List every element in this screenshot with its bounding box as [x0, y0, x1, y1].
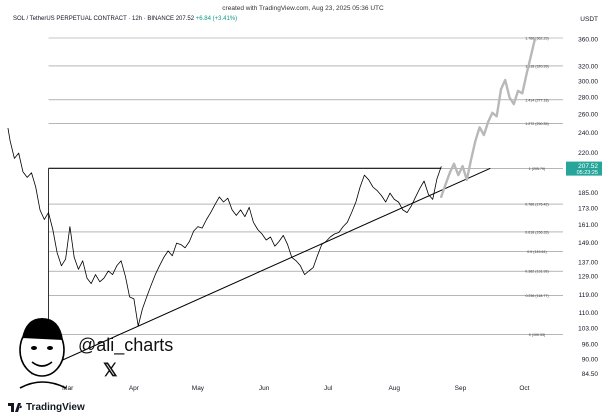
x-tick-label: Sep	[455, 385, 467, 392]
y-tick-label: 300.00	[578, 79, 598, 86]
y-tick-label: 161.00	[578, 222, 598, 229]
y-tick-label: 320.00	[578, 64, 598, 71]
fib-level-label: 1.618 (320.99)	[525, 64, 548, 68]
x-tick-label: May	[192, 385, 205, 392]
y-tick-label: 280.00	[578, 94, 598, 101]
y-tick-label: 260.00	[578, 112, 598, 119]
fib-level-label: 0.618 (156.33)	[525, 230, 548, 234]
price-change: +6.84 (+3.41%)	[195, 16, 238, 22]
brand-name: TradingView	[26, 402, 85, 413]
x-tick-label: Jun	[259, 385, 270, 392]
y-tick-label: 185.00	[578, 190, 598, 197]
fib-level-label: 1.414 (277.18)	[525, 98, 548, 102]
y-tick-label: 149.00	[578, 240, 598, 247]
projection-path	[440, 36, 537, 199]
price-tag	[566, 161, 602, 176]
fib-level-label: 0 (100.33)	[529, 333, 545, 337]
x-tick-label: Aug	[388, 385, 400, 392]
symbol-bar: SOL / TetherUS PERPETUAL CONTRACT · 12h …	[13, 16, 237, 22]
tradingview-logo-icon	[8, 403, 22, 412]
fib-level-label: 0.5 (143.61)	[527, 250, 546, 254]
y-tick-label: 240.00	[578, 130, 598, 137]
tradingview-brand: TradingView	[8, 402, 85, 413]
symbol-name: SOL / TetherUS PERPETUAL CONTRACT · 12h …	[13, 16, 175, 22]
fib-level-label: 0.382 (131.92)	[525, 270, 548, 274]
y-tick-label: 137.00	[578, 259, 598, 266]
chart-credit: created with TradingView.com, Aug 23, 20…	[222, 5, 384, 12]
fib-level-label: 1.272 (250.35)	[525, 122, 548, 126]
author-handle: @ali_charts	[78, 335, 174, 355]
fib-level-label: 0.786 (176.42)	[525, 203, 548, 207]
ascending-support-line	[31, 167, 491, 375]
last-price: 207.52	[175, 16, 195, 22]
price-tag-countdown: 05:23:25	[577, 170, 598, 176]
y-tick-label: 129.00	[578, 273, 598, 280]
y-tick-label: 110.00	[579, 310, 599, 317]
y-tick-label: 90.00	[582, 356, 599, 363]
y-tick-label: 84.50	[582, 371, 599, 378]
fib-level-label: 1 (205.79)	[529, 167, 545, 171]
y-tick-label: 119.00	[579, 292, 599, 299]
x-tick-label: Mar	[62, 385, 74, 392]
price-tag-value: 207.52	[578, 163, 598, 170]
fib-level-label: 1.786 (362.23)	[525, 36, 548, 40]
fib-level-label: 0.236 (118.77)	[525, 294, 548, 298]
y-tick-label: 103.00	[578, 325, 598, 332]
y-tick-label: 360.00	[578, 36, 598, 43]
author-avatar	[19, 318, 67, 389]
x-tick-label: Jul	[324, 385, 333, 392]
y-tick-label: 220.00	[578, 150, 598, 157]
currency-label: USDT	[580, 16, 598, 23]
y-tick-label: 96.00	[582, 342, 599, 349]
x-tick-label: Apr	[129, 385, 140, 392]
x-tick-label: Oct	[519, 385, 529, 392]
price-line	[7, 127, 442, 327]
y-tick-label: 173.00	[578, 206, 598, 213]
x-logo-icon: 𝕏	[103, 360, 118, 380]
